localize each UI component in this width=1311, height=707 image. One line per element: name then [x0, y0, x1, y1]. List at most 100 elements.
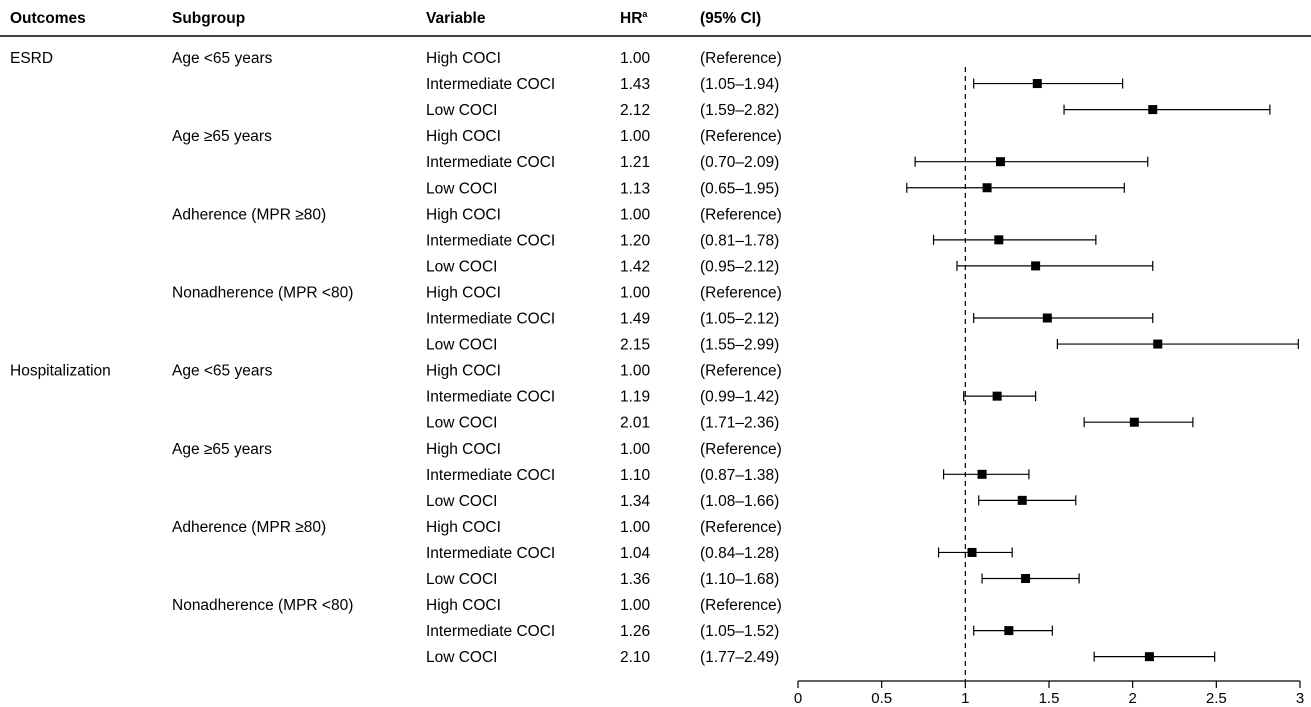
row-hr: 1.00: [620, 597, 651, 614]
row-hr: 2.10: [620, 649, 651, 666]
row-ci: (0.95–2.12): [700, 258, 779, 275]
row-variable: Intermediate COCI: [426, 389, 555, 406]
row-ci: (Reference): [700, 206, 782, 223]
row-variable: High COCI: [426, 441, 501, 458]
row-variable: Low COCI: [426, 180, 498, 197]
ci-whisker: [973, 313, 1154, 323]
table-row: Intermediate COCI 1.10 (0.87–1.38): [426, 467, 779, 484]
row-hr: 1.21: [620, 154, 650, 171]
x-axis: 0 0.5 1 1.5 2 2.5 3: [794, 680, 1304, 707]
row-variable: Intermediate COCI: [426, 545, 555, 562]
row-ci: (1.05–2.12): [700, 311, 779, 328]
row-variable: Low COCI: [426, 258, 498, 275]
row-ci: (Reference): [700, 284, 782, 301]
ci-whisker: [956, 260, 1154, 271]
table-row: Adherence (MPR ≥80) High COCI 1.00 (Referen…: [172, 519, 782, 536]
x-tick-label: 1.5: [1039, 690, 1060, 707]
row-ci: (1.10–1.68): [700, 571, 779, 588]
row-hr: 1.00: [620, 128, 651, 145]
row-hr: 1.49: [620, 311, 650, 328]
header-hr-superscript: a: [642, 9, 648, 19]
row-ci: (0.65–1.95): [700, 180, 779, 197]
row-subgroup: Age ≥65 years: [172, 128, 272, 145]
table-row: Low COCI 1.36 (1.10–1.68): [426, 571, 779, 588]
row-subgroup: Age ≥65 years: [172, 441, 272, 458]
ci-whisker: [1093, 651, 1216, 662]
table-row: Low COCI 2.12 (1.59–2.82): [426, 102, 779, 119]
table-row: Age ≥65 years High COCI 1.00 (Reference): [172, 441, 782, 458]
ci-whisker: [1063, 104, 1271, 115]
x-tick-label: 2: [1128, 690, 1136, 707]
hr-point-marker: [1004, 626, 1014, 636]
row-variable: Intermediate COCI: [426, 467, 555, 484]
hr-point-marker: [1129, 417, 1139, 427]
row-hr: 1.26: [620, 623, 650, 640]
row-hr: 1.20: [620, 232, 651, 249]
row-variable: High COCI: [426, 128, 501, 145]
table-row: Intermediate COCI 1.04 (0.84–1.28): [426, 545, 779, 562]
row-ci: (Reference): [700, 50, 782, 67]
x-tick-label: 2.5: [1206, 690, 1227, 707]
row-subgroup: Age <65 years: [172, 50, 273, 67]
ci-whisker: [973, 78, 1124, 89]
table-row: ESRD Age <65 years High COCI 1.00 (Reference…: [10, 50, 782, 67]
row-outcome: Hospitalization: [10, 363, 111, 380]
row-ci: (Reference): [700, 363, 782, 380]
row-ci: (0.70–2.09): [700, 154, 779, 171]
row-variable: Intermediate COCI: [426, 76, 555, 93]
row-hr: 2.12: [620, 102, 650, 119]
row-hr: 2.01: [620, 415, 650, 432]
table-row: Age ≥65 years High COCI 1.00 (Reference): [172, 128, 782, 145]
table-row: Intermediate COCI 1.20 (0.81–1.78): [426, 232, 779, 249]
table-row: Low COCI 1.34 (1.08–1.66): [426, 493, 779, 510]
row-ci: (Reference): [700, 128, 782, 145]
ci-whisker: [914, 156, 1149, 167]
table-row: Nonadherence (MPR <80) High COCI 1.00 (Refe…: [172, 284, 782, 301]
header-variable: Variable: [426, 10, 486, 27]
ci-whisker: [1056, 339, 1299, 350]
hr-point-marker: [1031, 261, 1041, 271]
row-variable: Intermediate COCI: [426, 232, 555, 249]
hr-point-marker: [1042, 313, 1052, 323]
table-row: Intermediate COCI 1.26 (1.05–1.52): [426, 623, 779, 640]
row-variable: Intermediate COCI: [426, 154, 555, 171]
row-variable: High COCI: [426, 363, 501, 380]
row-variable: High COCI: [426, 206, 501, 223]
x-tick-label: 1: [961, 690, 969, 707]
hr-point-marker: [1017, 495, 1027, 505]
hr-point-marker: [1153, 339, 1163, 349]
hr-point-marker: [1148, 105, 1158, 115]
table-row: Intermediate COCI 1.49 (1.05–2.12): [426, 311, 779, 328]
row-subgroup: Adherence (MPR ≥80): [172, 206, 326, 223]
row-variable: Low COCI: [426, 415, 498, 432]
row-ci: (1.05–1.52): [700, 623, 779, 640]
hr-point-marker: [1021, 574, 1031, 583]
row-subgroup: Age <65 years: [172, 363, 273, 380]
row-hr: 1.00: [620, 284, 651, 301]
table-rows: ESRD Age <65 years High COCI 1.00 (Reference…: [10, 50, 782, 666]
ci-whisker: [981, 573, 1080, 584]
row-hr: 1.43: [620, 76, 650, 93]
row-hr: 1.00: [620, 519, 651, 536]
table-row: Adherence (MPR ≥80) High COCI 1.00 (Referen…: [172, 206, 782, 223]
row-hr: 1.36: [620, 571, 650, 588]
row-ci: (0.99–1.42): [700, 389, 779, 406]
ci-whisker: [978, 495, 1077, 506]
hr-point-marker: [994, 235, 1004, 245]
row-variable: Low COCI: [426, 337, 498, 354]
table-row: Intermediate COCI 1.19 (0.99–1.42): [426, 389, 779, 406]
row-hr: 1.19: [620, 389, 650, 406]
row-hr: 1.00: [620, 206, 651, 223]
row-hr: 2.15: [620, 337, 650, 354]
row-ci: (0.87–1.38): [700, 467, 779, 484]
table-row: Intermediate COCI 1.21 (0.70–2.09): [426, 154, 779, 171]
hr-point-marker: [1144, 652, 1154, 662]
row-ci: (1.55–2.99): [700, 337, 779, 354]
row-variable: High COCI: [426, 519, 501, 536]
row-variable: High COCI: [426, 50, 501, 67]
row-variable: Intermediate COCI: [426, 311, 555, 328]
row-hr: 1.00: [620, 50, 651, 67]
row-variable: Low COCI: [426, 493, 498, 510]
hr-point-marker: [982, 183, 992, 193]
table-row: Low COCI 2.15 (1.55–2.99): [426, 337, 779, 354]
